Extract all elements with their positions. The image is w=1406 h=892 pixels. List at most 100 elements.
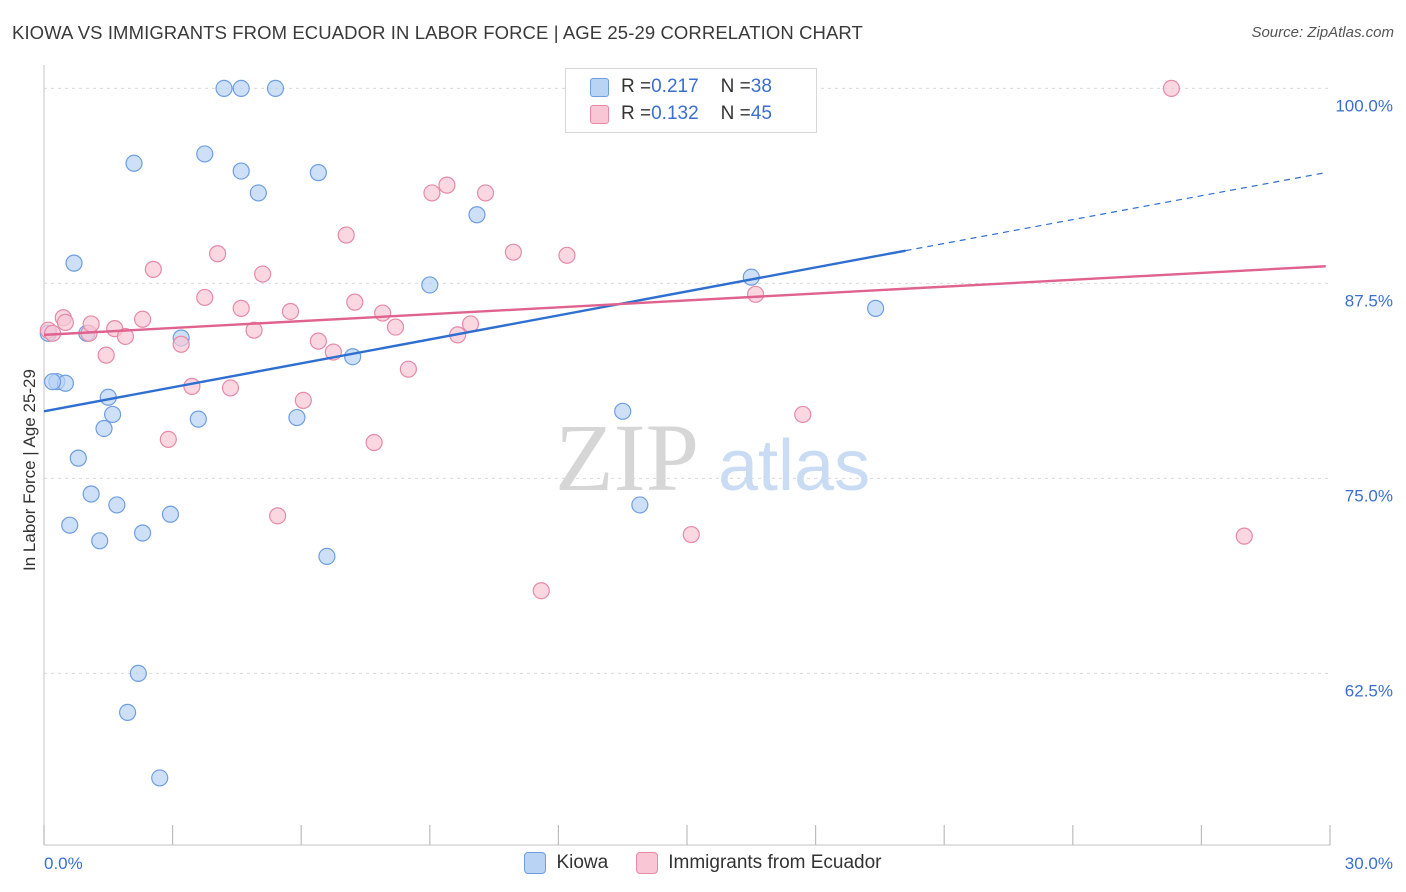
ecuador-point [245,321,263,339]
ecuador-point [399,360,417,378]
ecuador-point [682,525,700,544]
r-value: 0.217 [651,76,699,97]
ecuador-point [365,433,383,452]
kiowa-point [318,547,336,566]
chart-title: KIOWA VS IMMIGRANTS FROM ECUADOR IN LABO… [12,22,863,43]
kiowa-point [288,408,306,427]
y-tick-label: 75.0% [1345,486,1393,505]
ecuador-point [1162,79,1180,98]
ecuador-point [337,226,355,244]
axes [43,65,1331,846]
kiowa-point [867,299,885,317]
ecuador-point [196,288,214,307]
kiowa-swatch [524,852,547,874]
kiowa-point [129,664,147,683]
kiowa-trend-extension [905,172,1326,252]
legend-label-kiowa: Kiowa [556,852,609,873]
ecuador-point [294,391,312,409]
n-value: 38 [750,76,772,97]
kiowa-point [189,410,207,428]
ecuador-point [159,430,177,448]
kiowa-point [468,206,486,224]
source-credit: Source: ZipAtlas.com [1251,24,1394,41]
ecuador-point [183,377,201,395]
ecuador-point [476,184,495,202]
kiowa-point [61,516,79,534]
ecuador-point [423,184,441,202]
legend-label-ecuador: Immigrants from Ecuador [668,852,882,873]
ecuador-point [374,304,392,322]
ecuador-point [221,379,240,397]
ecuador-swatch [590,104,609,124]
kiowa-point [421,276,439,294]
watermark-atlas: atlas [718,426,870,506]
r-label: R = [621,76,652,97]
ecuador-point [794,405,812,424]
ecuador-point [116,327,135,346]
kiowa-point [118,703,137,722]
ecuador-point [746,285,765,303]
kiowa-point [196,145,214,163]
kiowa-point [309,164,327,182]
ecuador-point [504,243,522,261]
ecuador-point [209,245,227,263]
kiowa-point [266,79,285,98]
y-tick-label: 62.5% [1345,681,1393,700]
stats-legend: R = 0.217 N = 38 R = 0.132 N = 45 [565,68,817,133]
kiowa-point [344,348,362,366]
ecuador-point [56,313,75,331]
kiowa-swatch [590,77,609,97]
kiowa-point [232,79,250,98]
ecuador-point [97,346,115,364]
x-tick-label: 0.0% [44,854,83,873]
kiowa-trend-line [43,249,906,413]
x-tick-label: 30.0% [1345,854,1393,873]
ecuador-point [269,507,287,525]
kiowa-point [43,373,62,391]
ecuador-point [309,332,327,350]
ecuador-point [438,176,456,194]
kiowa-point [161,505,180,523]
grid-lines [44,87,1330,674]
legend-item-ecuador: Immigrants from Ecuador [636,852,882,874]
ecuador-point [172,335,190,353]
kiowa-point [215,79,233,98]
kiowa-point [65,254,83,272]
ecuador-point [532,582,550,600]
ecuador-point [133,310,152,328]
ecuador-point [558,246,576,264]
ecuador-point [346,293,364,311]
n-label: N = [720,76,751,97]
kiowa-point [91,532,109,550]
n-value: 45 [750,103,772,124]
stats-row-kiowa: R = 0.217 N = 38 [590,75,772,99]
kiowa-point [69,449,87,467]
kiowa-point [103,405,122,424]
kiowa-point [249,184,267,202]
kiowa-point [151,769,169,787]
stats-row-ecuador: R = 0.132 N = 45 [590,102,772,126]
tick-labels: 62.5% 75.0% 87.5% 100.0% 0.0% 30.0% [44,96,1393,873]
ecuador-point [254,265,272,283]
kiowa-point [82,485,100,503]
ecuador-point [386,318,405,336]
ecuador-point [144,260,162,278]
ecuador-point [1235,527,1253,545]
watermark-zip: ZIP [555,404,699,511]
ecuador-trend-line [43,265,1326,337]
y-tick-label: 100.0% [1335,96,1393,115]
kiowa-point [232,162,250,180]
legend-item-kiowa: Kiowa [524,852,608,874]
kiowa-point [108,496,126,514]
kiowa-point [95,419,113,438]
ecuador-point [281,302,300,321]
kiowa-point [614,402,632,420]
ecuador-point [232,299,250,317]
watermark: ZIP atlas [555,404,870,511]
kiowa-point [631,496,649,514]
kiowa-point [125,154,143,172]
ecuador-swatch [636,852,659,874]
trend-lines [43,172,1326,413]
y-tick-label: 87.5% [1345,291,1393,310]
